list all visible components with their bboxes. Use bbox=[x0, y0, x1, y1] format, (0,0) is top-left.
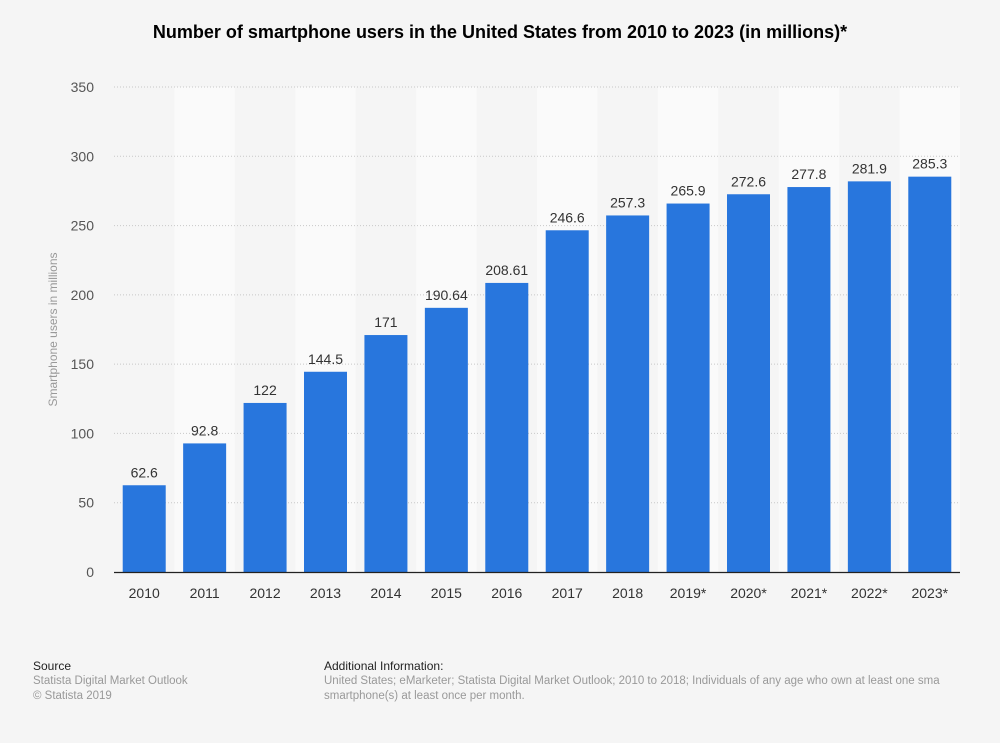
additional-info-block: Additional Information: United States; e… bbox=[324, 659, 940, 704]
bar bbox=[485, 282, 529, 572]
y-tick-label: 150 bbox=[71, 356, 95, 372]
source-heading: Source bbox=[33, 659, 72, 673]
bar bbox=[424, 307, 468, 572]
data-label: 208.61 bbox=[485, 262, 528, 278]
y-tick-label: 300 bbox=[71, 148, 95, 164]
additional-info-heading: Additional Information: bbox=[324, 659, 444, 673]
x-tick-label: 2018 bbox=[612, 585, 643, 601]
x-tick-label: 2021* bbox=[791, 585, 828, 601]
additional-info-line: smartphone(s) at least once per month. bbox=[324, 690, 525, 702]
x-tick-label: 2014 bbox=[370, 585, 401, 601]
y-tick-label: 350 bbox=[71, 79, 95, 95]
bar bbox=[787, 187, 831, 572]
y-tick-label: 50 bbox=[78, 495, 94, 511]
bar bbox=[545, 230, 589, 573]
y-tick-label: 100 bbox=[71, 425, 95, 441]
x-tick-label: 2017 bbox=[552, 585, 583, 601]
bar bbox=[908, 176, 952, 573]
data-label: 144.5 bbox=[308, 351, 343, 367]
y-tick-label: 250 bbox=[71, 218, 95, 234]
data-label: 92.8 bbox=[191, 422, 218, 438]
bar bbox=[304, 371, 347, 572]
x-tick-label: 2016 bbox=[491, 585, 522, 601]
y-tick-label: 0 bbox=[86, 564, 94, 580]
y-tick-label: 200 bbox=[71, 287, 95, 303]
data-label: 122 bbox=[253, 382, 277, 398]
bar bbox=[727, 194, 770, 573]
source-block: Source Statista Digital Market Outlook ©… bbox=[33, 659, 188, 704]
copyright-line: © Statista 2019 bbox=[33, 690, 112, 702]
x-tick-label: 2011 bbox=[190, 585, 220, 601]
x-tick-label: 2023* bbox=[911, 585, 948, 601]
x-tick-label: 2012 bbox=[249, 585, 280, 601]
chart-title: Number of smartphone users in the United… bbox=[152, 22, 848, 42]
data-label: 190.64 bbox=[425, 287, 468, 303]
x-tick-label: 2010 bbox=[129, 585, 160, 601]
data-label: 277.8 bbox=[791, 166, 826, 182]
y-axis-title: Smartphone users in millions bbox=[46, 252, 60, 406]
bar-chart: 0 50 100 150 200 250 300 350 62.6 2010 92.8 2011 122… bbox=[46, 79, 960, 601]
data-label: 171 bbox=[374, 314, 398, 330]
data-label: 281.9 bbox=[852, 160, 887, 176]
data-label: 246.6 bbox=[550, 209, 585, 225]
additional-info-line: United States; eMarketer; Statista Digit… bbox=[324, 675, 940, 687]
data-label: 62.6 bbox=[131, 464, 158, 480]
bar bbox=[606, 215, 650, 572]
x-tick-label: 2020* bbox=[730, 585, 767, 601]
data-label: 257.3 bbox=[610, 194, 645, 210]
bar bbox=[364, 335, 408, 572]
data-label: 272.6 bbox=[731, 173, 766, 189]
data-label: 265.9 bbox=[671, 183, 706, 199]
bar bbox=[847, 181, 891, 573]
source-line: Statista Digital Market Outlook bbox=[33, 675, 188, 687]
bar bbox=[243, 402, 287, 572]
x-tick-label: 2015 bbox=[431, 585, 462, 601]
x-tick-label: 2013 bbox=[310, 585, 341, 601]
x-tick-label: 2019* bbox=[670, 585, 707, 601]
bar bbox=[122, 485, 166, 572]
bar bbox=[666, 203, 710, 572]
data-label: 285.3 bbox=[912, 156, 947, 172]
x-tick-label: 2022* bbox=[851, 585, 888, 601]
bar bbox=[183, 443, 227, 572]
